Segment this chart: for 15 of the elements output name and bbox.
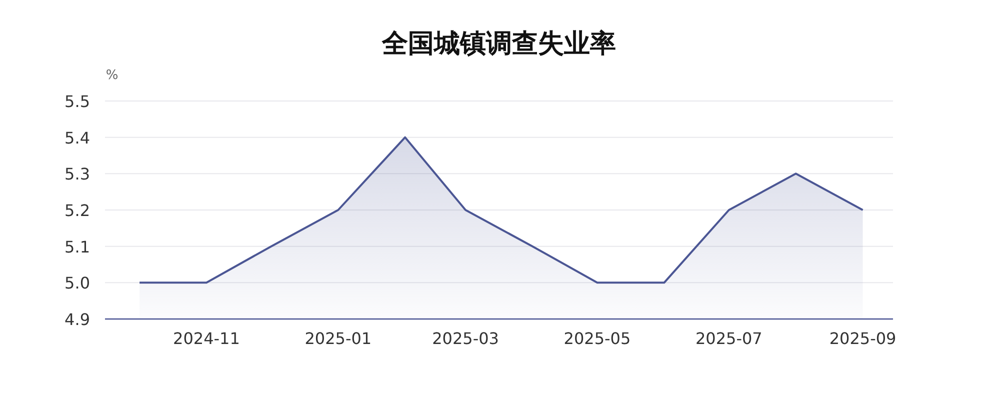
y-tick-label: 4.9 [64, 310, 90, 329]
x-tick-label: 2025-07 [695, 329, 762, 348]
y-axis-title: % [106, 68, 118, 83]
y-tick-label: 5.0 [64, 274, 90, 293]
y-tick-label: 5.5 [64, 92, 90, 111]
y-tick-label: 5.2 [64, 201, 90, 220]
chart-title: 全国城镇调查失业率 [381, 29, 616, 59]
y-tick-label: 5.1 [64, 237, 90, 256]
x-tick-label: 2024-11 [173, 329, 240, 348]
x-tick-label: 2025-09 [829, 329, 896, 348]
x-tick-label: 2025-01 [304, 329, 372, 348]
y-tick-label: 5.3 [64, 164, 90, 184]
y-tick-label: 5.4 [64, 128, 90, 148]
x-tick-label: 2025-05 [564, 329, 631, 348]
x-tick-label: 2025-03 [432, 329, 499, 348]
